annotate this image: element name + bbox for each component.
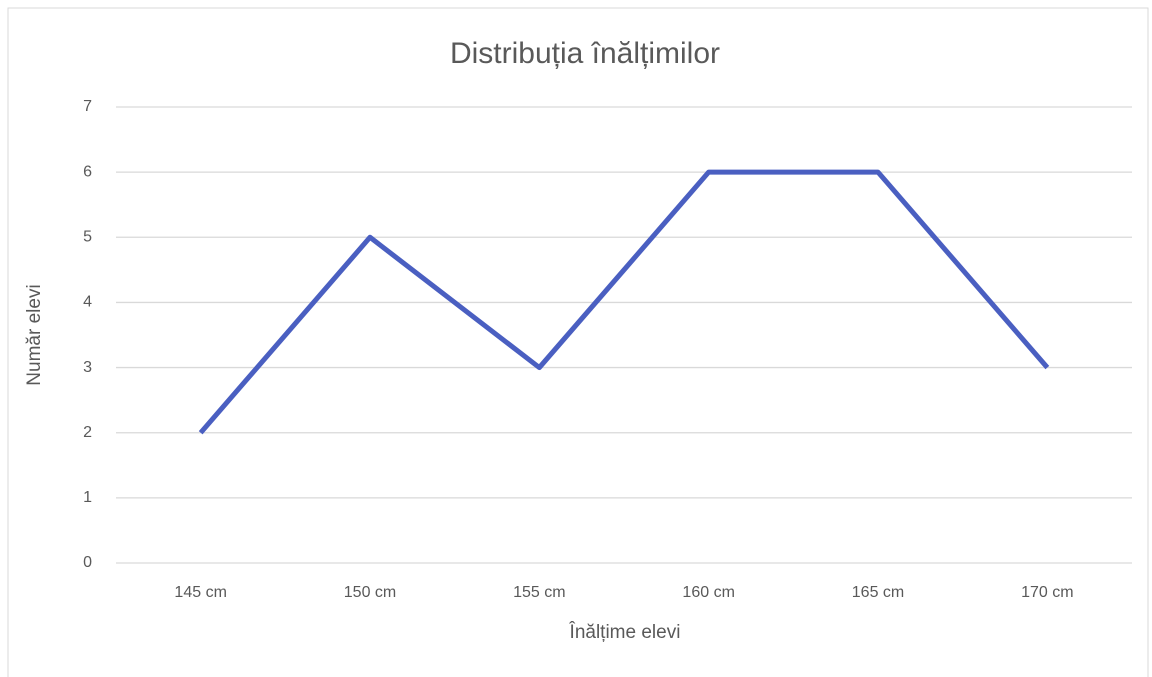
- y-tick-label: 6: [83, 163, 92, 180]
- y-tick-label: 7: [83, 98, 92, 115]
- x-tick-label: 155 cm: [513, 584, 565, 601]
- y-tick-label: 4: [83, 294, 92, 311]
- line-series: [198, 169, 1050, 435]
- y-tick-label: 3: [83, 359, 92, 376]
- y-tick-label: 2: [83, 424, 92, 441]
- x-axis-label: Înălțime elevi: [569, 621, 681, 643]
- y-tick-label: 0: [83, 554, 92, 571]
- x-tick-label: 145 cm: [174, 584, 226, 601]
- y-tick-label: 1: [83, 489, 92, 506]
- x-tick-label: 150 cm: [344, 584, 396, 601]
- x-tick-label: 160 cm: [682, 584, 734, 601]
- chart-frame: [7, 7, 1149, 677]
- y-tick-label: 5: [83, 229, 92, 246]
- y-axis-label: Număr elevi: [24, 284, 45, 385]
- x-tick-label: 165 cm: [852, 584, 904, 601]
- x-tick-label: 170 cm: [1021, 584, 1073, 601]
- chart-title: Distribuția înălțimilor: [450, 37, 720, 70]
